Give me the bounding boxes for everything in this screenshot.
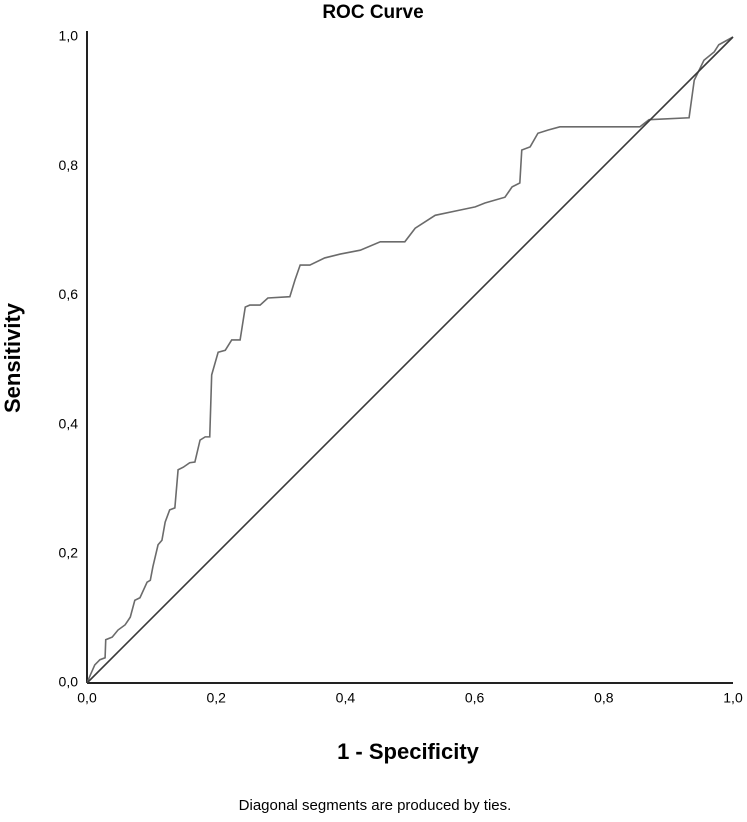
series-line [86,36,734,684]
x-tick-label: 0,6 [465,690,485,706]
y-tick-label: 0,4 [59,415,79,431]
x-tick-label: 0,0 [77,690,97,706]
x-tick-label: 0,2 [206,690,226,706]
y-axis-title: Sensitivity [0,302,25,413]
x-axis-title: 1 - Specificity [337,739,480,764]
y-tick-label: 0,8 [59,157,79,173]
x-tick-label: 0,8 [594,690,614,706]
y-tick-label: 0,2 [59,545,79,561]
chart-title: ROC Curve [322,2,423,23]
x-tick-label: 0,4 [336,690,356,706]
footnote: Diagonal segments are produced by ties. [239,797,512,814]
y-tick-label: 0,6 [59,286,79,302]
x-tick-label: 1,0 [723,690,743,706]
y-tick-label: 0,0 [59,674,79,690]
y-tick-label: 1,0 [59,28,79,44]
series-line [86,36,734,684]
